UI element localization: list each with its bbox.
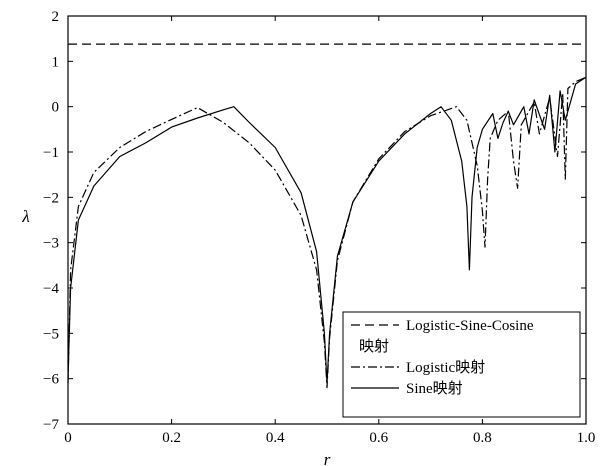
series-line-2: [67, 76, 587, 384]
series-layer: [67, 43, 587, 389]
x-tick-label: 0.2: [162, 430, 181, 446]
series-line-1: [67, 76, 587, 389]
legend: Logistic-Sine-Cosine 映射 Logistic映射 Sine映射: [342, 311, 581, 418]
y-tick-label: 2: [52, 9, 60, 25]
y-tick-label: −7: [43, 417, 59, 433]
legend-label-1: Logistic映射: [406, 359, 485, 376]
x-tick-label: 0.6: [369, 430, 388, 446]
x-tick-label: 0.8: [473, 430, 492, 446]
y-tick-label: −3: [43, 236, 59, 252]
y-tick-label: −5: [43, 326, 59, 342]
axis-ticks: 0 0.2 0.4 0.6 0.8 1.0 2 1 0 −1 −2 −3 −4 −5 −6 −7: [43, 9, 595, 446]
legend-box: [342, 311, 581, 418]
y-tick-label: −4: [43, 281, 59, 297]
legend-label-0: Logistic-Sine-Cosine: [406, 318, 534, 334]
legend-label-2: Sine映射: [406, 380, 463, 397]
y-tick-label: 0: [52, 100, 60, 116]
x-tick-label: 0.4: [266, 430, 285, 446]
y-axis-title: λ: [21, 207, 29, 226]
x-tick-label: 0: [64, 430, 72, 446]
y-tick-label: −2: [43, 190, 59, 206]
y-tick-label: 1: [52, 54, 60, 70]
y-tick-label: −6: [43, 372, 59, 388]
plot-frame: [67, 15, 587, 425]
y-tick-label: −1: [43, 145, 59, 161]
x-tick-label: 1.0: [577, 430, 596, 446]
legend-label-0: 映射: [359, 338, 389, 355]
x-axis-title: r: [324, 450, 331, 466]
